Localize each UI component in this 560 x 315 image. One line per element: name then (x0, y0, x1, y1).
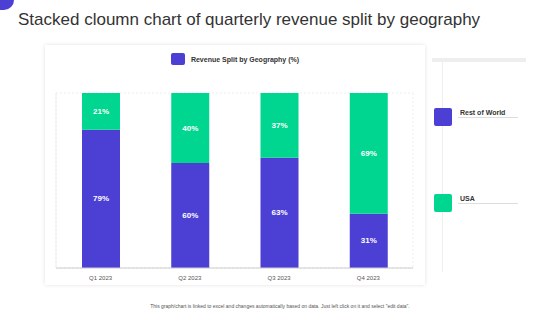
svg-text:Q4 2023: Q4 2023 (357, 275, 381, 281)
html-text:USA: USA (460, 195, 475, 202)
svg-text:60%: 60% (182, 211, 198, 220)
svg-text:Q1 2023: Q1 2023 (89, 275, 113, 281)
svg-text:69%: 69% (361, 149, 377, 158)
svg-text:40%: 40% (182, 124, 198, 133)
svg-text:79%: 79% (93, 194, 109, 203)
svg-text:37%: 37% (271, 121, 287, 130)
html-text:Rest of World: Rest of World (460, 109, 506, 116)
svg-text:21%: 21% (93, 107, 109, 116)
svg-text:63%: 63% (271, 208, 287, 217)
svg-text:Q2 2023: Q2 2023 (178, 275, 202, 281)
svg-text:31%: 31% (361, 236, 377, 245)
html-text:This graph/chart is linked to: This graph/chart is linked to excel and … (150, 303, 410, 309)
svg-text:Q3 2023: Q3 2023 (268, 275, 292, 281)
html-text:Revenue Split by Geography (%): Revenue Split by Geography (%) (190, 55, 300, 63)
html-text:Stacked cloumn chart of quarte: Stacked cloumn chart of quarterly revenu… (18, 10, 481, 29)
